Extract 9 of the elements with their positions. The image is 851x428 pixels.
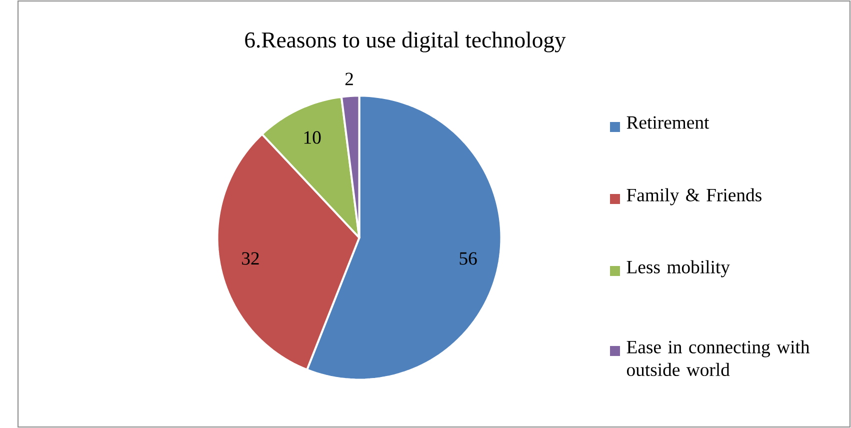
legend-label: Family & Friends	[626, 188, 762, 206]
data-label: 32	[242, 252, 259, 265]
data-label: 56	[460, 252, 477, 265]
legend-label: Retirement	[626, 116, 710, 129]
chart-title: 6.Reasons to use digital technology	[245, 32, 566, 52]
legend-label: Ease in connecting with outside world	[626, 340, 810, 376]
data-label: 10	[304, 131, 321, 144]
legend-label: Less mobility	[626, 260, 730, 278]
data-label: 2	[345, 72, 353, 86]
